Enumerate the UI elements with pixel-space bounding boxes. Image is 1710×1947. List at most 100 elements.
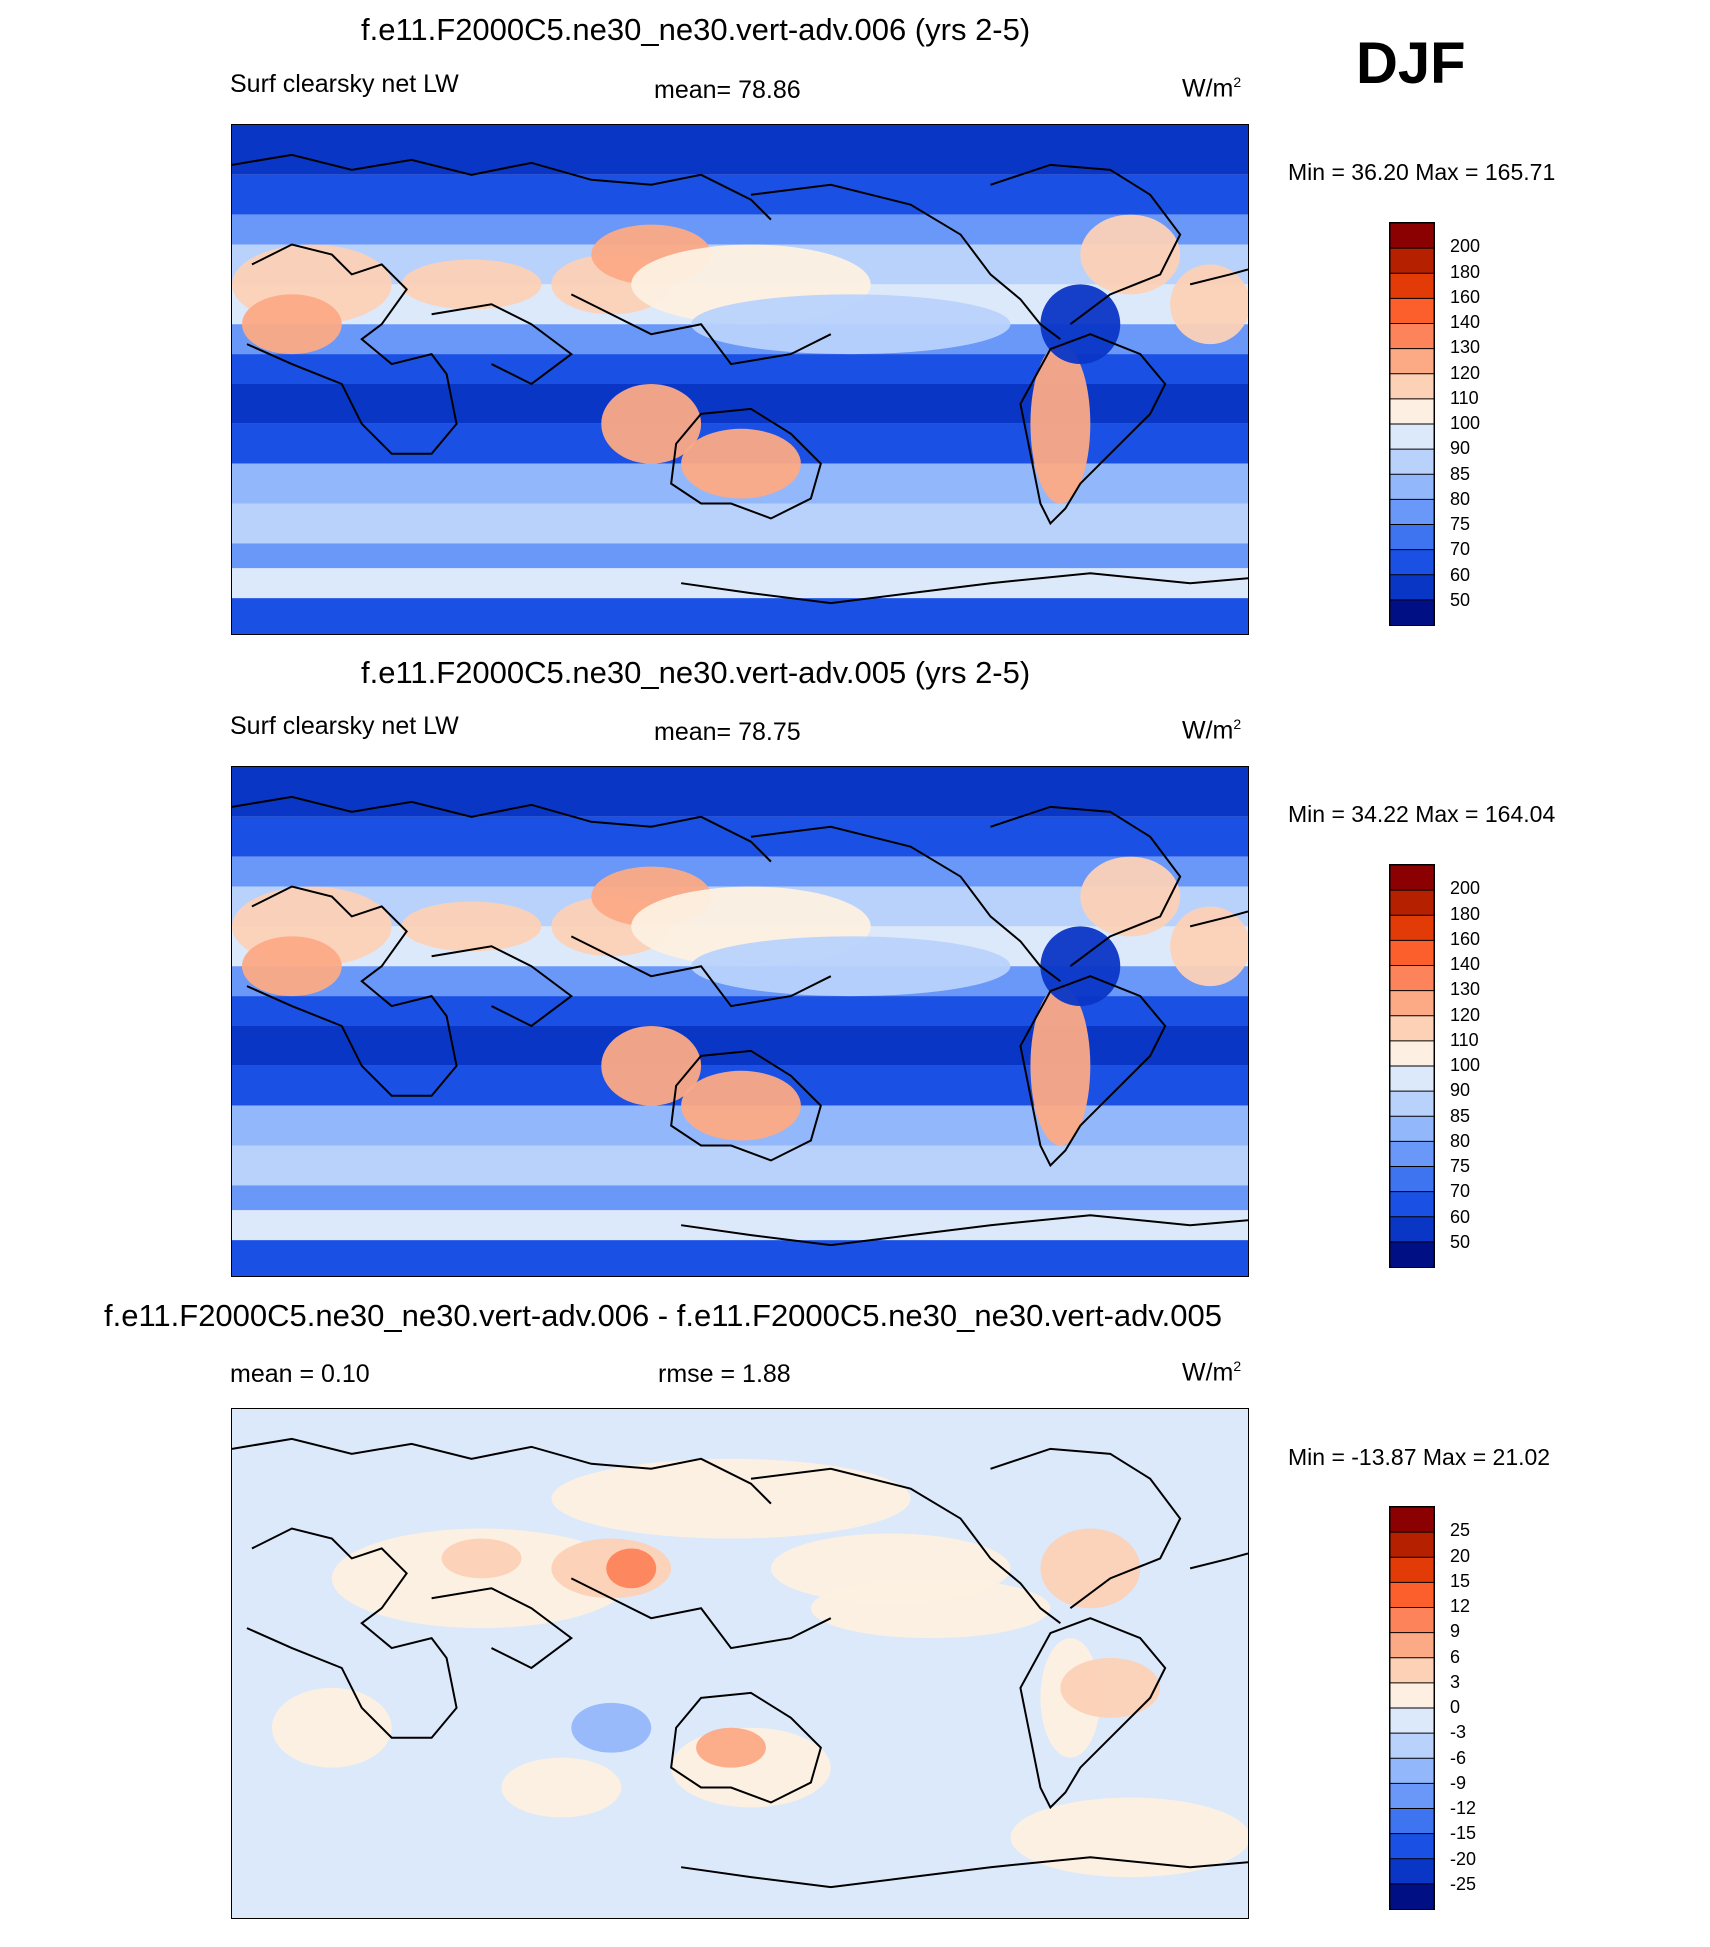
contour-blob — [241, 294, 342, 355]
contour-blob — [271, 1687, 392, 1768]
coastline — [232, 1437, 772, 1505]
contour-band — [232, 125, 1248, 175]
colorbar-swatch — [1390, 398, 1434, 425]
contour-blob — [1060, 1658, 1161, 1718]
colorbar-swatch — [1390, 965, 1434, 992]
contour-band — [232, 598, 1248, 634]
coastline — [232, 795, 772, 863]
colorbar-swatch — [1390, 599, 1434, 625]
colorbar-swatch — [1390, 1507, 1434, 1534]
colorbar-tick-label: 180 — [1450, 903, 1481, 924]
coastline — [246, 243, 458, 455]
panel-1-min-max: Min = 36.20 Max = 165.71 — [1288, 159, 1556, 185]
coastline — [431, 1587, 573, 1670]
colorbar-swatch — [1390, 1732, 1434, 1760]
panel-1-units: W/m2 — [1182, 74, 1242, 103]
colorbar-tick-label: 75 — [1450, 1156, 1471, 1176]
contour-blob — [1040, 284, 1121, 365]
colorbar-swatch — [1390, 373, 1434, 400]
colorbar-tick-label: 15 — [1450, 1570, 1471, 1591]
season-label: DJF — [1356, 31, 1466, 96]
coastline — [680, 1856, 1248, 1889]
panel-3-min-max: Min = -13.87 Max = 21.02 — [1288, 1444, 1551, 1470]
contour-blob — [810, 1578, 1051, 1639]
colorbar-swatch — [1390, 1166, 1434, 1193]
colorbar-tick-label: 180 — [1450, 261, 1481, 282]
colorbar-swatch — [1390, 323, 1434, 350]
contour-blob — [501, 1757, 622, 1818]
contour-blob — [681, 428, 801, 499]
colorbar-swatch — [1390, 423, 1434, 451]
contour-blob — [1010, 1797, 1248, 1878]
contour-blob — [1040, 1528, 1141, 1609]
contour-blob — [241, 936, 342, 997]
contour-band — [232, 1185, 1248, 1211]
contour-band — [232, 1210, 1248, 1241]
panel-1-colorbar — [1389, 222, 1435, 626]
coastline — [990, 163, 1182, 326]
colorbar-tick-label: 70 — [1450, 539, 1471, 560]
colorbar-swatch — [1390, 889, 1434, 917]
colorbar-swatch — [1390, 1883, 1434, 1909]
panel-2-mean-label: mean= 78.75 — [654, 718, 801, 746]
colorbar-tick-label: 3 — [1450, 1671, 1461, 1692]
colorbar-tick-label: 25 — [1450, 1520, 1471, 1541]
colorbar-swatch — [1390, 1782, 1434, 1810]
panel-2-variable-label: Surf clearsky net LW — [230, 712, 459, 740]
colorbar-tick-label: 90 — [1450, 438, 1471, 459]
coastline — [990, 1447, 1182, 1610]
panel-1-map — [231, 124, 1249, 635]
contour-blob — [1080, 856, 1181, 937]
contour-blob — [571, 1702, 652, 1753]
panel-2-units: W/m2 — [1182, 716, 1242, 745]
contour-blob — [441, 1538, 522, 1579]
coastline — [1189, 268, 1248, 286]
colorbar-tick-label: -20 — [1450, 1848, 1477, 1869]
colorbar-swatch — [1390, 1707, 1434, 1735]
colorbar-swatch — [1390, 272, 1434, 300]
contour-band — [232, 1025, 1248, 1066]
coastline — [431, 945, 573, 1028]
panel-2-map — [231, 766, 1249, 1277]
colorbar-swatch — [1390, 990, 1434, 1017]
coastline — [1189, 910, 1248, 928]
contour-blob — [1170, 264, 1248, 345]
colorbar-swatch — [1390, 448, 1434, 476]
coastline — [1019, 1617, 1167, 1810]
panel-1-mean-label: mean= 78.86 — [654, 76, 801, 104]
colorbar-swatch — [1390, 1241, 1434, 1267]
colorbar-swatch — [1390, 1556, 1434, 1584]
colorbar-swatch — [1390, 473, 1434, 501]
coastline — [1019, 333, 1167, 526]
coastline — [680, 1214, 1248, 1247]
contour-blob — [691, 294, 1011, 355]
colorbar-tick-label: 200 — [1450, 878, 1481, 899]
colorbar-swatch — [1390, 1682, 1434, 1709]
contour-blob — [696, 1727, 766, 1768]
contour-band — [232, 383, 1248, 424]
colorbar-tick-label: 50 — [1450, 589, 1471, 610]
colorbar-swatch — [1390, 297, 1434, 325]
colorbar-swatch — [1390, 1140, 1434, 1168]
panel-2-min-max: Min = 34.22 Max = 164.04 — [1288, 801, 1556, 827]
contour-blob — [1030, 986, 1091, 1146]
colorbar-swatch — [1390, 1216, 1434, 1243]
colorbar-tick-label: 100 — [1450, 413, 1481, 433]
colorbar-tick-label: 140 — [1450, 954, 1481, 974]
coastline — [1189, 1552, 1248, 1570]
colorbar-swatch — [1390, 223, 1434, 250]
colorbar-swatch — [1390, 1833, 1434, 1860]
colorbar-swatch — [1390, 1581, 1434, 1609]
panel-3-units: W/m2 — [1182, 1358, 1242, 1387]
coastline — [570, 935, 832, 1008]
coastline — [680, 572, 1248, 605]
coastline — [570, 1577, 832, 1650]
colorbar-tick-label: 70 — [1450, 1181, 1471, 1202]
colorbar-tick-label: 140 — [1450, 312, 1481, 332]
contour-band — [232, 856, 1248, 887]
colorbar-tick-label: 110 — [1450, 387, 1479, 408]
colorbar-swatch — [1390, 1607, 1434, 1634]
colorbar-swatch — [1390, 1115, 1434, 1143]
panel-3-map — [231, 1408, 1249, 1919]
coastline — [246, 885, 458, 1097]
